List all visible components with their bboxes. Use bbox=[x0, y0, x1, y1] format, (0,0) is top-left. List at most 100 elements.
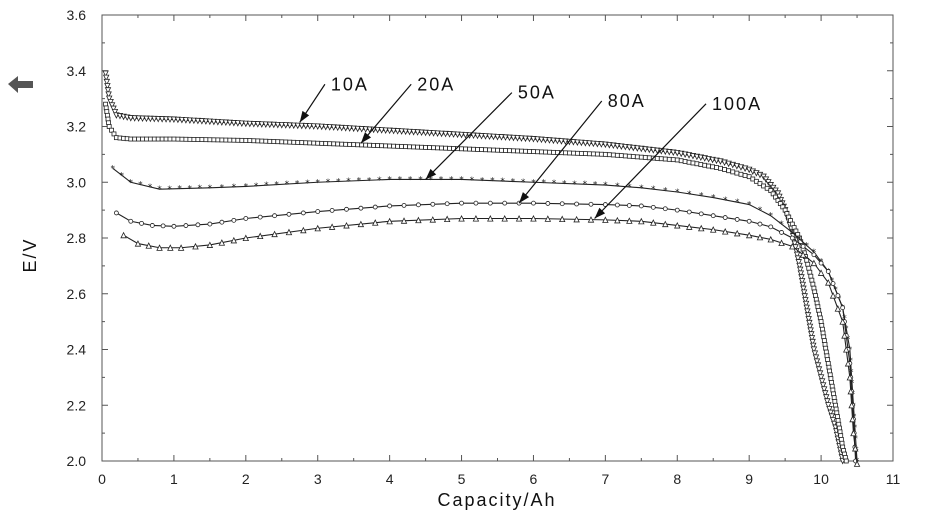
data-point: * bbox=[418, 175, 423, 185]
y-tick-label: 3.2 bbox=[67, 119, 87, 135]
data-point bbox=[804, 312, 812, 319]
data-point bbox=[539, 149, 544, 155]
data-point bbox=[806, 265, 812, 271]
data-point bbox=[472, 214, 480, 222]
data-point bbox=[722, 215, 728, 220]
data-point bbox=[515, 148, 520, 154]
data-point bbox=[139, 115, 146, 123]
data-point bbox=[395, 143, 401, 149]
data-point bbox=[843, 346, 850, 353]
data-point bbox=[803, 304, 810, 312]
data-point bbox=[819, 326, 825, 332]
data-point bbox=[302, 123, 309, 130]
data-point bbox=[812, 354, 820, 361]
data-point bbox=[638, 203, 644, 209]
data-point bbox=[159, 136, 165, 142]
data-point bbox=[328, 223, 336, 230]
data-point bbox=[630, 144, 637, 152]
left-arrow-icon[interactable] bbox=[8, 76, 33, 93]
data-point bbox=[206, 241, 214, 248]
data-point bbox=[800, 285, 807, 293]
data-point bbox=[443, 215, 451, 223]
data-point: * bbox=[853, 424, 858, 434]
data-point: * bbox=[615, 182, 620, 192]
data-point bbox=[342, 125, 349, 132]
data-point bbox=[768, 224, 774, 230]
data-point bbox=[219, 219, 225, 225]
data-point bbox=[853, 460, 861, 467]
data-point: * bbox=[531, 178, 536, 188]
data-point bbox=[642, 155, 648, 160]
data-point bbox=[136, 136, 142, 142]
data-point bbox=[538, 136, 545, 144]
data-point bbox=[423, 145, 428, 150]
x-tick-label: 3 bbox=[314, 471, 322, 487]
data-point bbox=[319, 140, 325, 146]
data-point bbox=[279, 139, 285, 145]
data-point bbox=[622, 143, 629, 151]
data-point bbox=[486, 133, 493, 140]
data-point bbox=[267, 138, 273, 144]
data-point: * bbox=[562, 179, 567, 189]
annotation-arrow-shaft bbox=[425, 92, 513, 180]
data-point bbox=[226, 119, 234, 127]
data-point bbox=[113, 210, 119, 216]
data-point bbox=[286, 211, 292, 217]
data-point bbox=[207, 221, 213, 227]
data-point bbox=[108, 102, 116, 109]
data-point bbox=[300, 226, 307, 234]
data-point bbox=[825, 402, 832, 409]
data-point bbox=[502, 134, 509, 141]
data-point bbox=[271, 230, 278, 238]
data-point bbox=[818, 378, 826, 385]
data-point bbox=[806, 323, 814, 331]
data-point bbox=[840, 305, 846, 311]
data-point bbox=[805, 261, 811, 267]
data-point bbox=[606, 142, 613, 149]
data-point: * bbox=[846, 335, 851, 345]
data-point bbox=[511, 148, 516, 154]
data-point bbox=[821, 338, 827, 344]
data-point bbox=[222, 119, 230, 127]
data-point bbox=[726, 168, 732, 174]
data-point bbox=[686, 223, 693, 230]
data-point bbox=[394, 128, 401, 135]
data-point bbox=[390, 127, 397, 135]
data-point bbox=[820, 330, 826, 336]
data-point bbox=[822, 342, 828, 347]
data-point bbox=[674, 207, 680, 213]
data-point bbox=[171, 136, 177, 142]
data-point bbox=[573, 215, 580, 223]
y-tick-label: 2.0 bbox=[67, 453, 87, 469]
data-point bbox=[398, 128, 405, 135]
data-point bbox=[654, 147, 661, 155]
annotation-20A: 20A bbox=[360, 74, 453, 144]
data-point bbox=[634, 145, 641, 152]
data-point bbox=[746, 218, 752, 224]
data-point bbox=[234, 120, 242, 127]
data-point bbox=[411, 144, 417, 150]
data-point: * bbox=[490, 177, 495, 187]
data-point: * bbox=[274, 181, 279, 191]
data-point bbox=[650, 204, 656, 210]
data-point bbox=[841, 332, 848, 339]
data-point bbox=[103, 78, 111, 86]
data-point bbox=[401, 202, 407, 208]
data-point bbox=[470, 132, 477, 140]
data-point: * bbox=[687, 190, 692, 200]
data-point bbox=[391, 143, 397, 149]
data-point: * bbox=[264, 181, 269, 191]
data-point: * bbox=[346, 177, 351, 187]
data-point bbox=[179, 136, 185, 142]
data-point: * bbox=[511, 177, 516, 187]
series-100A bbox=[120, 214, 861, 467]
data-point bbox=[809, 277, 815, 283]
data-point bbox=[534, 136, 541, 143]
data-point bbox=[443, 145, 448, 151]
data-point bbox=[334, 124, 341, 132]
data-point bbox=[338, 124, 345, 132]
data-point bbox=[387, 143, 393, 149]
data-point: * bbox=[187, 184, 192, 194]
data-point bbox=[275, 139, 281, 145]
data-point bbox=[571, 150, 576, 156]
